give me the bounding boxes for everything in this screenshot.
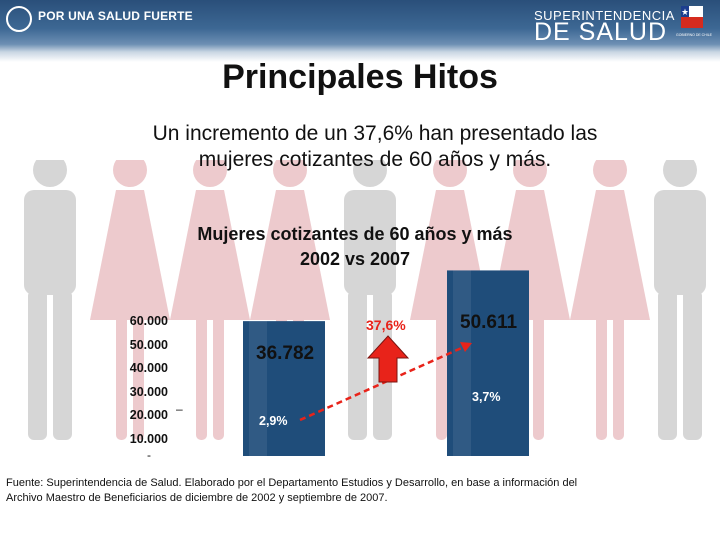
growth-up-arrow [366, 335, 410, 383]
header-fade [0, 52, 720, 62]
chart-title-block: Mujeres cotizantes de 60 años y más 2002… [150, 222, 560, 272]
trend-dashed-line [299, 344, 467, 422]
trend-arrowhead [460, 342, 472, 352]
left-logo-text: POR UNA SALUD FUERTE [38, 9, 193, 23]
axis-dash-mark: – [176, 402, 183, 416]
source-line-1: Fuente: Superintendencia de Salud. Elabo… [6, 477, 578, 489]
chart-subtitle: 2002 vs 2007 [299, 249, 411, 269]
chart-title: Mujeres cotizantes de 60 años y más [197, 224, 513, 244]
bar-value-label-2007: 50.611 [460, 312, 518, 333]
right-logo-bottom: DE SALUD [534, 18, 668, 46]
y-tick-label: 40.000 [129, 361, 168, 375]
slide-title: Principales Hitos [222, 58, 498, 96]
slide-subtitle: Un incremento de un 37,6% han presentado… [80, 121, 670, 173]
chile-flag-icon [681, 6, 703, 28]
bar-2002 [243, 321, 325, 456]
y-tick-label: 50.000 [129, 337, 168, 352]
source-footnote: Fuente: Superintendencia de Salud. Elabo… [6, 476, 706, 506]
header-bar [0, 0, 720, 52]
bar-inner-label-2002: 2,9% [259, 414, 288, 428]
axis-dash-mark-bottom: - [147, 448, 151, 462]
y-tick-label: 20.000 [129, 408, 168, 422]
tree-icon [6, 6, 32, 32]
subtitle-line-1: Un incremento de un 37,6% han presentado… [152, 122, 598, 145]
bar-highlight [249, 321, 267, 456]
bar-inner-label-2007: 3,7% [472, 390, 501, 404]
y-tick-label: 60.000 [129, 314, 168, 328]
y-tick-label: 30.000 [129, 384, 168, 399]
right-logo-top: SUPERINTENDENCIA [534, 8, 675, 23]
bar-value-label-2002: 36.782 [256, 343, 315, 364]
bar-2007 [447, 270, 529, 456]
subtitle-line-2: mujeres cotizantes de 60 años y más. [198, 148, 552, 171]
y-tick-label: 10.000 [129, 431, 168, 446]
bar-highlight [453, 270, 471, 456]
growth-label: 37,6% [366, 317, 406, 333]
government-text: GOBIERNO DE CHILE [676, 33, 712, 37]
source-line-2: Archivo Maestro de Beneficiarios de dici… [6, 492, 388, 504]
